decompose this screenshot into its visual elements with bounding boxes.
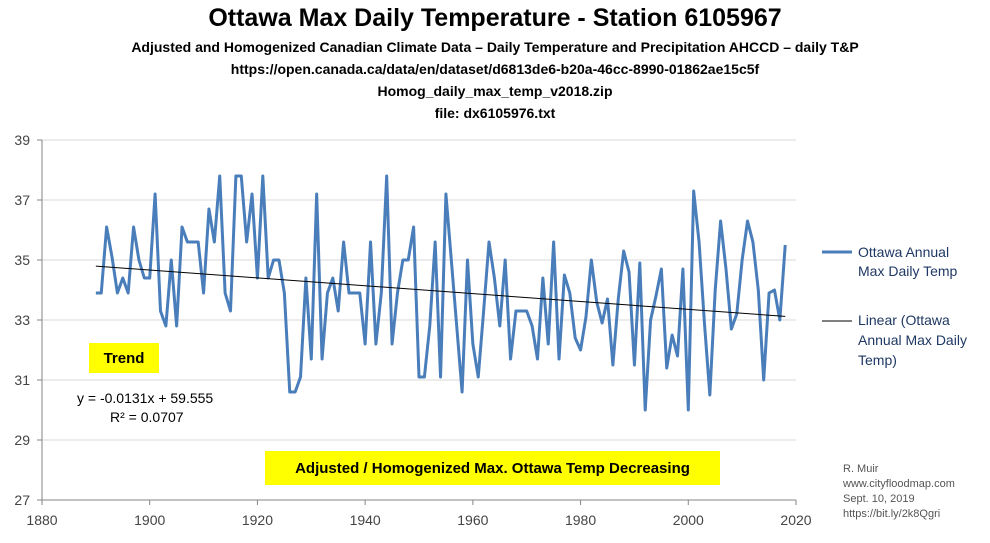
y-tick-label-37: 37 xyxy=(14,192,30,208)
tick-labels: 27 29 31 33 35 37 39 1880 1900 1920 1940 1960 1980 20… xyxy=(14,132,811,528)
trend-line xyxy=(95,265,786,317)
trend-equation: y = -0.0131x + 59.555 xyxy=(77,390,214,406)
y-tick-label-35: 35 xyxy=(14,252,30,268)
credit-link: https://bit.ly/2k8Qgri xyxy=(843,508,941,520)
legend: Ottawa Annual Max Daily Temp Linear (Ott… xyxy=(822,244,967,368)
x-tick-label-2000: 2000 xyxy=(673,512,704,528)
subtitle-dataset: Adjusted and Homogenized Canadian Climat… xyxy=(131,39,859,55)
axes xyxy=(37,139,797,505)
y-tick-label-29: 29 xyxy=(14,432,30,448)
subtitle-file: file: dx6105976.txt xyxy=(434,105,556,121)
grid-lines xyxy=(42,139,796,441)
series-layer xyxy=(95,174,787,412)
credit-website: www.cityfloodmap.com xyxy=(843,478,955,490)
series-line-annual-max xyxy=(95,174,787,412)
credits: R. Muir www.cityfloodmap.com Sept. 10, 2… xyxy=(843,462,955,522)
x-tick-label-1880: 1880 xyxy=(26,512,57,528)
trend-label: Trend xyxy=(89,343,159,373)
y-tick-label-33: 33 xyxy=(14,312,30,328)
chart-title: Ottawa Max Daily Temperature - Station 6… xyxy=(208,4,782,32)
subtitle-url: https://open.canada.ca/data/en/dataset/d… xyxy=(230,61,760,77)
credit-author: R. Muir xyxy=(843,463,879,475)
x-tick-label-1920: 1920 xyxy=(242,512,273,528)
x-tick-label-2020: 2020 xyxy=(780,512,811,528)
x-tick-label-1980: 1980 xyxy=(565,512,596,528)
legend-label-trend-line2: Annual Max Daily xyxy=(858,332,967,348)
legend-label-series-line1: Ottawa Annual xyxy=(858,244,949,260)
x-tick-label-1940: 1940 xyxy=(350,512,381,528)
legend-label-series-line2: Max Daily Temp xyxy=(858,263,958,279)
r-squared: R² = 0.0707 xyxy=(110,409,184,425)
x-tick-label-1900: 1900 xyxy=(134,512,165,528)
y-tick-label-31: 31 xyxy=(14,372,30,388)
y-tick-label-27: 27 xyxy=(14,492,30,508)
x-tick-label-1960: 1960 xyxy=(457,512,488,528)
y-tick-label-39: 39 xyxy=(14,132,30,148)
credit-date: Sept. 10, 2019 xyxy=(843,493,915,505)
legend-label-trend-line1: Linear (Ottawa xyxy=(858,312,950,328)
decreasing-banner: Adjusted / Homogenized Max. Ottawa Temp … xyxy=(265,451,720,485)
subtitle-zip: Homog_daily_max_temp_v2018.zip xyxy=(377,83,613,99)
legend-label-trend-line3: Temp) xyxy=(858,352,897,368)
